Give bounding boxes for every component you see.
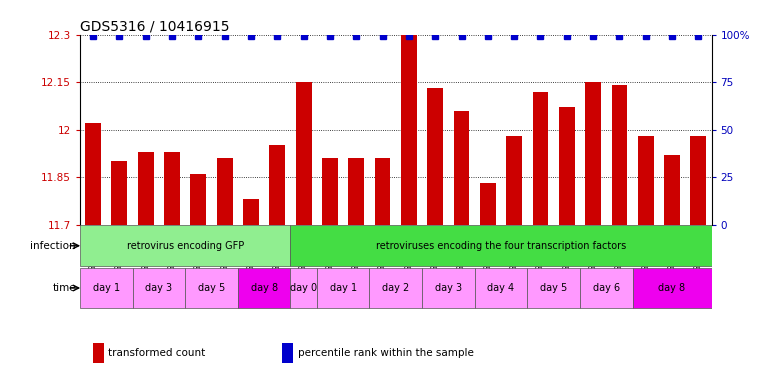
- Bar: [559, 108, 575, 225]
- Text: GSM943816: GSM943816: [247, 225, 256, 271]
- Text: GSM943812: GSM943812: [142, 225, 150, 271]
- Text: GSM943795: GSM943795: [326, 225, 334, 271]
- Bar: [291, 225, 712, 266]
- Bar: [112, 161, 127, 225]
- Bar: [374, 158, 390, 225]
- Text: day 8: day 8: [658, 283, 686, 293]
- Text: GSM943811: GSM943811: [115, 225, 124, 271]
- Bar: [632, 268, 712, 308]
- Bar: [612, 85, 627, 225]
- Bar: [527, 268, 580, 308]
- Bar: [282, 343, 294, 362]
- Text: GSM943808: GSM943808: [667, 225, 677, 271]
- Text: GSM943796: GSM943796: [352, 225, 361, 271]
- Text: GSM943801: GSM943801: [483, 225, 492, 271]
- Text: GSM943809: GSM943809: [694, 225, 703, 271]
- Text: GSM943798: GSM943798: [404, 225, 413, 271]
- Text: time: time: [53, 283, 76, 293]
- Bar: [217, 158, 233, 225]
- Bar: [296, 82, 311, 225]
- Bar: [401, 35, 417, 225]
- Bar: [80, 268, 132, 308]
- Bar: [93, 343, 104, 362]
- Bar: [428, 88, 443, 225]
- Bar: [291, 268, 317, 308]
- Text: GSM943794: GSM943794: [299, 225, 308, 271]
- Text: GSM943814: GSM943814: [194, 225, 203, 271]
- Text: GSM943815: GSM943815: [220, 225, 229, 271]
- Text: day 4: day 4: [488, 283, 514, 293]
- Bar: [80, 225, 291, 266]
- Text: day 1: day 1: [93, 283, 119, 293]
- Text: GSM943817: GSM943817: [272, 225, 282, 271]
- Bar: [237, 268, 291, 308]
- Bar: [269, 146, 285, 225]
- Bar: [317, 268, 369, 308]
- Bar: [454, 111, 470, 225]
- Text: GSM943804: GSM943804: [562, 225, 572, 271]
- Bar: [164, 152, 180, 225]
- Text: day 6: day 6: [593, 283, 619, 293]
- Text: percentile rank within the sample: percentile rank within the sample: [298, 348, 473, 358]
- Bar: [132, 268, 185, 308]
- Bar: [585, 82, 601, 225]
- Bar: [664, 155, 680, 225]
- Text: retrovirus encoding GFP: retrovirus encoding GFP: [126, 241, 244, 251]
- Bar: [369, 268, 422, 308]
- Bar: [580, 268, 632, 308]
- Bar: [422, 268, 475, 308]
- Text: day 3: day 3: [435, 283, 462, 293]
- Text: day 2: day 2: [382, 283, 409, 293]
- Bar: [243, 199, 259, 225]
- Text: GSM943813: GSM943813: [167, 225, 177, 271]
- Bar: [322, 158, 338, 225]
- Text: retroviruses encoding the four transcription factors: retroviruses encoding the four transcrip…: [376, 241, 626, 251]
- Text: transformed count: transformed count: [108, 348, 205, 358]
- Bar: [638, 136, 654, 225]
- Text: GSM943803: GSM943803: [536, 225, 545, 271]
- Text: GSM943800: GSM943800: [457, 225, 466, 271]
- Bar: [349, 158, 365, 225]
- Text: GSM943810: GSM943810: [88, 225, 97, 271]
- Text: GSM943806: GSM943806: [615, 225, 624, 271]
- Text: infection: infection: [30, 241, 76, 251]
- Text: GSM943805: GSM943805: [588, 225, 597, 271]
- Text: day 5: day 5: [198, 283, 225, 293]
- Text: GSM943797: GSM943797: [378, 225, 387, 271]
- Text: day 0: day 0: [290, 283, 317, 293]
- Text: day 5: day 5: [540, 283, 567, 293]
- Text: day 8: day 8: [250, 283, 278, 293]
- Bar: [475, 268, 527, 308]
- Bar: [138, 152, 154, 225]
- Bar: [533, 92, 549, 225]
- Text: day 1: day 1: [330, 283, 357, 293]
- Bar: [190, 174, 206, 225]
- Text: GDS5316 / 10416915: GDS5316 / 10416915: [80, 20, 229, 33]
- Bar: [85, 123, 101, 225]
- Bar: [506, 136, 522, 225]
- Text: GSM943807: GSM943807: [642, 225, 650, 271]
- Text: GSM943802: GSM943802: [510, 225, 519, 271]
- Bar: [185, 268, 237, 308]
- Text: day 3: day 3: [145, 283, 173, 293]
- Text: GSM943799: GSM943799: [431, 225, 440, 271]
- Bar: [480, 184, 495, 225]
- Bar: [690, 136, 706, 225]
